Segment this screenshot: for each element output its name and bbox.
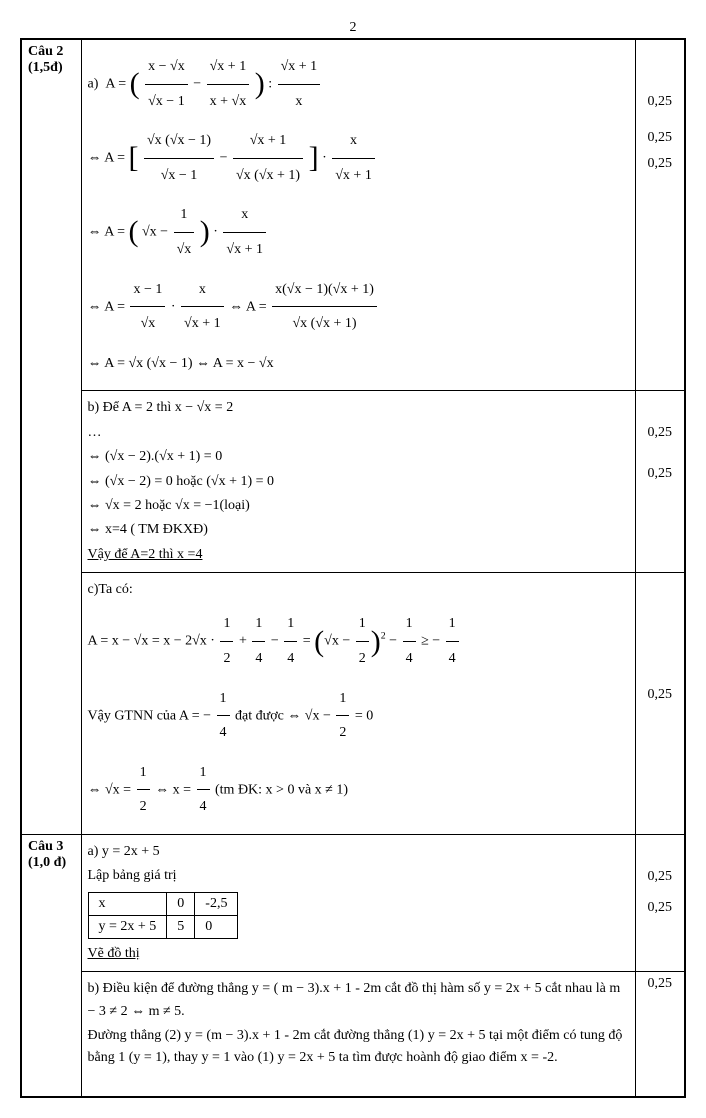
math-line: ⇔ A = [ √x (√x − 1)√x − 1 − √x + 1√x (√x… — [88, 124, 629, 192]
score-value: 0,25 — [642, 869, 679, 885]
score-value: 0,25 — [642, 687, 679, 703]
score-cell: 0,25 0,25 0,25 — [635, 39, 685, 391]
math-line: ⇔ √x = 2 hoặc √x = −1(loại) — [88, 495, 629, 517]
math-line: ⇔ A = √x (√x − 1) ⇔ A = x − √x — [88, 347, 629, 381]
score-cell: 0,25 0,25 — [635, 391, 685, 573]
math-line: a) y = 2x + 5 — [88, 841, 629, 863]
cau2-part-c: c)Ta có: A = x − √x = x − 2√x · 12 + 14 … — [81, 573, 635, 835]
solution-table: Câu 2 (1,5đ) a) A = ( x − √x√x − 1 − √x … — [20, 38, 686, 1098]
math-line: Vẽ đồ thị — [88, 943, 629, 965]
math-line: Vậy GTNN của A = − 14 đạt được ⇔ √x − 12… — [88, 682, 629, 750]
table-cell: 0 — [167, 892, 195, 915]
score-value: 0,25 — [642, 900, 679, 916]
math-line: ⇔ √x = 12 ⇔ x = 14 (tm ĐK: x > 0 và x ≠ … — [88, 756, 629, 824]
table-cell: 5 — [167, 915, 195, 938]
table-row: y = 2x + 5 5 0 — [88, 915, 238, 938]
score-value: 0,25 — [642, 156, 679, 172]
math-line: … — [88, 422, 629, 444]
score-cell: 0,25 — [635, 573, 685, 835]
math-line: ⇔ (√x − 2).(√x + 1) = 0 — [88, 446, 629, 468]
cau3-part-a: a) y = 2x + 5 Lập bảng giá trị x 0 -2,5 … — [81, 835, 635, 972]
cau2-part-b: b) Để A = 2 thì x − √x = 2 … ⇔ (√x − 2).… — [81, 391, 635, 573]
math-line: c)Ta có: — [88, 579, 629, 601]
score-value: 0,25 — [642, 130, 679, 146]
math-line: b) Để A = 2 thì x − √x = 2 — [88, 397, 629, 419]
page-number: 2 — [20, 20, 686, 36]
math-line: b) Điều kiện để đường thẳng y = ( m − 3)… — [88, 978, 629, 1023]
math-line: Đường thẳng (2) y = (m − 3).x + 1 - 2m c… — [88, 1025, 629, 1070]
question-label-cau3: Câu 3 (1,0 đ) — [21, 835, 81, 1097]
cau2-part-a: a) A = ( x − √x√x − 1 − √x + 1x + √x ) :… — [81, 39, 635, 391]
table-row: x 0 -2,5 — [88, 892, 238, 915]
table-cell: y = 2x + 5 — [88, 915, 167, 938]
score-value: 0,25 — [642, 425, 679, 441]
score-value: 0,25 — [642, 94, 679, 110]
table-cell: -2,5 — [195, 892, 238, 915]
math-line: A = x − √x = x − 2√x · 12 + 14 − 14 = (√… — [88, 607, 629, 675]
math-line: ⇔ x=4 ( TM ĐKXĐ) — [88, 519, 629, 541]
question-label-cau2: Câu 2 (1,5đ) — [21, 39, 81, 835]
value-table: x 0 -2,5 y = 2x + 5 5 0 — [88, 892, 239, 939]
score-value: 0,25 — [642, 466, 679, 482]
score-cell: 0,25 — [635, 972, 685, 1097]
math-line: ⇔ (√x − 2) = 0 hoặc (√x + 1) = 0 — [88, 471, 629, 493]
score-cell: 0,25 0,25 — [635, 835, 685, 972]
math-line: ⇔ A = ( √x − 1√x ) · x√x + 1 — [88, 198, 629, 266]
table-cell: x — [88, 892, 167, 915]
table-caption: Lập bảng giá trị — [88, 865, 629, 887]
math-line: Vậy để A=2 thì x =4 — [88, 544, 629, 566]
score-value: 0,25 — [642, 976, 679, 992]
math-line: a) A = ( x − √x√x − 1 − √x + 1x + √x ) :… — [88, 50, 629, 118]
math-line: ⇔ A = x − 1√x · x√x + 1 ⇔ A = x(√x − 1)(… — [88, 273, 629, 341]
table-cell: 0 — [195, 915, 238, 938]
cau3-part-b: b) Điều kiện để đường thẳng y = ( m − 3)… — [81, 972, 635, 1097]
